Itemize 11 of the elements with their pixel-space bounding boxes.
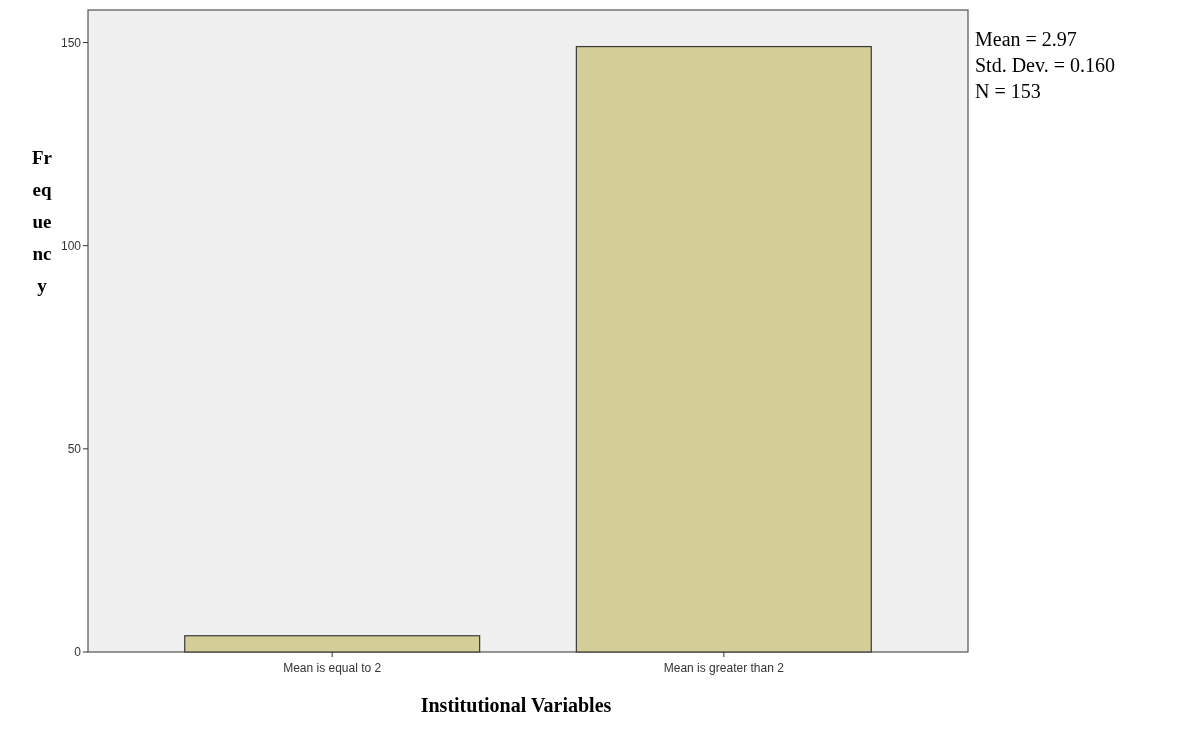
y-tick-label: 50	[67, 442, 82, 457]
text: Std. Dev. = 0.160	[975, 54, 1115, 76]
x-tick-label: Mean is greater than 2	[663, 661, 785, 675]
y-axis-title: Frequency	[31, 147, 53, 296]
text: N = 153	[975, 80, 1041, 102]
y-tick-label: 150	[60, 35, 82, 50]
x-axis-title: Institutional Variables	[420, 694, 612, 716]
y-tick-label: 0	[74, 645, 82, 660]
y-tick-label: 100	[60, 238, 82, 253]
x-tick-label: Mean is equal to 2	[283, 661, 382, 675]
text: Mean = 2.97	[975, 28, 1077, 50]
